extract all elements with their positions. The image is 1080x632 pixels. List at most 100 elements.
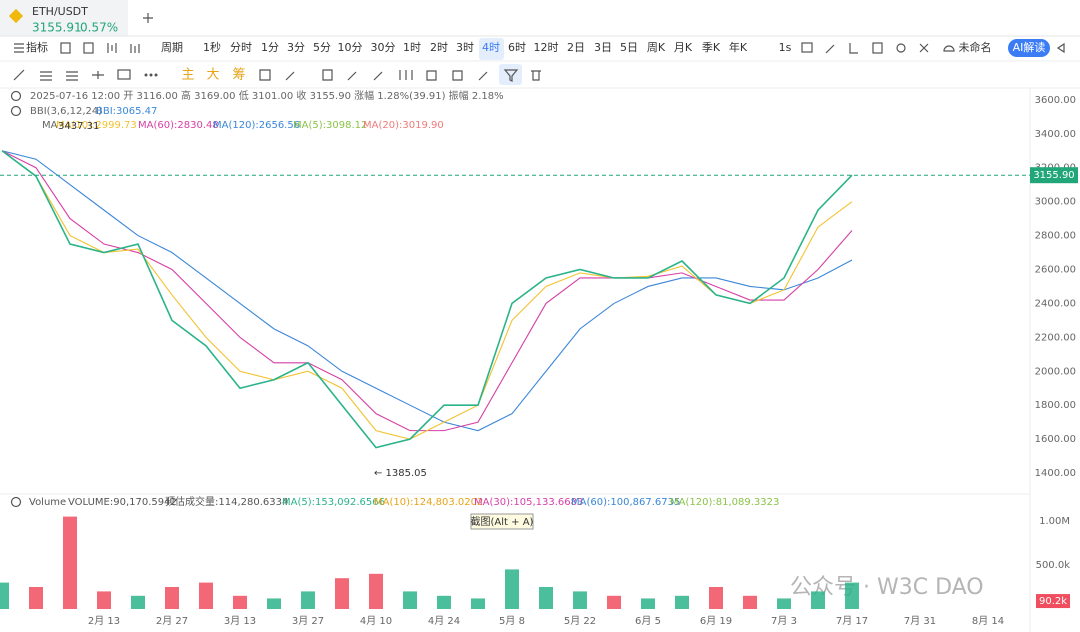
toolbar-item[interactable]: 周期: [161, 41, 183, 54]
toolbar-item[interactable]: 6时: [508, 41, 526, 54]
toolbar-item[interactable]: 3时: [456, 41, 474, 54]
x-tick-label: 4月 10: [360, 615, 392, 627]
toolbar-icons: [14, 42, 1065, 54]
volume-info: 预估成交量:114,280.6334: [165, 495, 288, 508]
bbi-value: BBI:3065.47: [96, 106, 157, 117]
volume-bar: [97, 591, 111, 609]
tooltip: 截图(Alt + A): [471, 515, 534, 528]
tooltip-box: [470, 513, 534, 530]
toolbar-item[interactable]: 10分: [338, 41, 363, 54]
indicator-button[interactable]: 筹: [232, 67, 245, 83]
x-tick-label: 8月 14: [972, 615, 1004, 627]
volume-bar: [675, 595, 689, 609]
volume-info: MA(30):105,133.6683: [474, 497, 583, 508]
toolbar-item[interactable]: AI解读: [1013, 40, 1046, 54]
toolbar-item[interactable]: 30分: [371, 41, 396, 54]
volume-bar: [471, 598, 485, 609]
indicator-button[interactable]: 大: [206, 68, 219, 83]
volume-info: MA(10):124,803.0202: [374, 497, 483, 508]
ai-button[interactable]: [1008, 39, 1050, 57]
x-tick-label: 5月 22: [564, 615, 596, 627]
y-tick-label: 1.00M: [1039, 516, 1070, 527]
y-tick-label: 2400.00: [1035, 298, 1076, 309]
volume-bar: [573, 591, 587, 609]
toolbar-item[interactable]: 1s: [779, 41, 792, 54]
toolbar-item[interactable]: 指标: [26, 40, 48, 54]
volume-bar: [199, 582, 213, 609]
high-annotation: 3437.31: [58, 121, 99, 132]
toolbar-item[interactable]: 1时: [403, 41, 421, 54]
volume-bar: [505, 569, 519, 609]
collapse-icon[interactable]: [10, 105, 22, 117]
volume-info: VOLUME:90,170.5942: [68, 497, 177, 508]
x-tick-label: 3月 13: [224, 615, 256, 627]
volume-bar: [369, 573, 383, 609]
indicator-button[interactable]: 主: [181, 68, 194, 83]
toolbar-item[interactable]: 5日: [620, 41, 638, 54]
x-tick-label: 6月 19: [700, 615, 732, 627]
x-tick-label: 2月 27: [156, 615, 188, 627]
volume-bar: [709, 587, 723, 609]
toolbar-item[interactable]: 1分: [261, 41, 279, 54]
volume-info: MA(120):81,089.3323: [670, 497, 779, 508]
toolbar-item[interactable]: 2时: [430, 41, 448, 54]
active-period: [479, 38, 504, 60]
price-line: [1, 150, 853, 449]
volume-bar: [811, 591, 825, 609]
toolbar-item[interactable]: 5分: [313, 41, 331, 54]
volume-bar: [641, 598, 655, 609]
collapse-icon[interactable]: [10, 496, 22, 508]
volume-bar: [845, 582, 859, 609]
volume-info: MA(60):100,867.6735: [571, 497, 680, 508]
x-tick-label: 3月 27: [292, 615, 324, 627]
toolbar-item[interactable]: 未命名: [959, 40, 992, 54]
volume-bar: [403, 591, 417, 609]
tab[interactable]: [0, 0, 128, 36]
volume-info: Volume: [29, 497, 66, 508]
ma-label: MA: [42, 120, 58, 131]
toolbar-item[interactable]: 季K: [702, 41, 721, 54]
volume-info: MA(5):153,092.6566: [282, 497, 385, 508]
volume-bar: [131, 595, 145, 609]
tab-symbol: ETH/USDT: [32, 5, 88, 18]
toolbar-item[interactable]: 3分: [287, 41, 305, 54]
y-tick-label: 500.0k: [1036, 560, 1071, 571]
volume-bar: [301, 591, 315, 609]
volume-bar: [777, 598, 791, 609]
volume-bar: [165, 587, 179, 609]
y-tick-label: 2000.00: [1035, 366, 1076, 377]
y-tick-label: 3400.00: [1035, 129, 1076, 140]
toolbar-item[interactable]: 2日: [567, 41, 585, 54]
toolbar-item[interactable]: 周K: [647, 41, 666, 54]
toolbar-item[interactable]: 月K: [674, 41, 693, 54]
toolbar-item[interactable]: 1秒: [203, 40, 221, 54]
y-tick-label: 1400.00: [1035, 468, 1076, 479]
x-tick-label: 7月 31: [904, 615, 936, 627]
toolbar-item[interactable]: 分时: [230, 41, 252, 54]
x-tick-label: 4月 24: [428, 615, 460, 627]
ma-value: MA(120):2656.56: [213, 120, 300, 131]
collapse-icon[interactable]: [10, 90, 22, 102]
ma-value: MA(10):2999.73: [56, 120, 137, 131]
toolbar-item[interactable]: 4时: [482, 41, 500, 54]
toolbar-item[interactable]: 3日: [594, 41, 612, 54]
volume-bar: [267, 598, 281, 609]
tab-change: 0.57%: [80, 21, 118, 35]
toolbar-item[interactable]: 年K: [729, 40, 748, 54]
low-annotation: ← 1385.05: [374, 468, 427, 479]
y-tick-label: 2800.00: [1035, 231, 1076, 242]
volume-bar: [335, 578, 349, 609]
last-price-tag: [1030, 167, 1078, 184]
x-tick-label: 2月 13: [88, 615, 120, 627]
tab-price: 3155.91: [32, 21, 82, 35]
add-tab[interactable]: [143, 13, 153, 23]
last-price-label: 3155.90: [1033, 170, 1074, 181]
y-tick-label: 1600.00: [1035, 434, 1076, 445]
x-tick-label: 5月 8: [499, 615, 525, 627]
price-line: [1, 150, 853, 432]
toolbar-item[interactable]: 12时: [534, 41, 559, 54]
ohlc-info: 2025-07-16 12:00 开 3116.00 高 3169.00 低 3…: [30, 89, 504, 102]
volume-bar: [539, 587, 553, 609]
volume-bar: [437, 595, 451, 609]
